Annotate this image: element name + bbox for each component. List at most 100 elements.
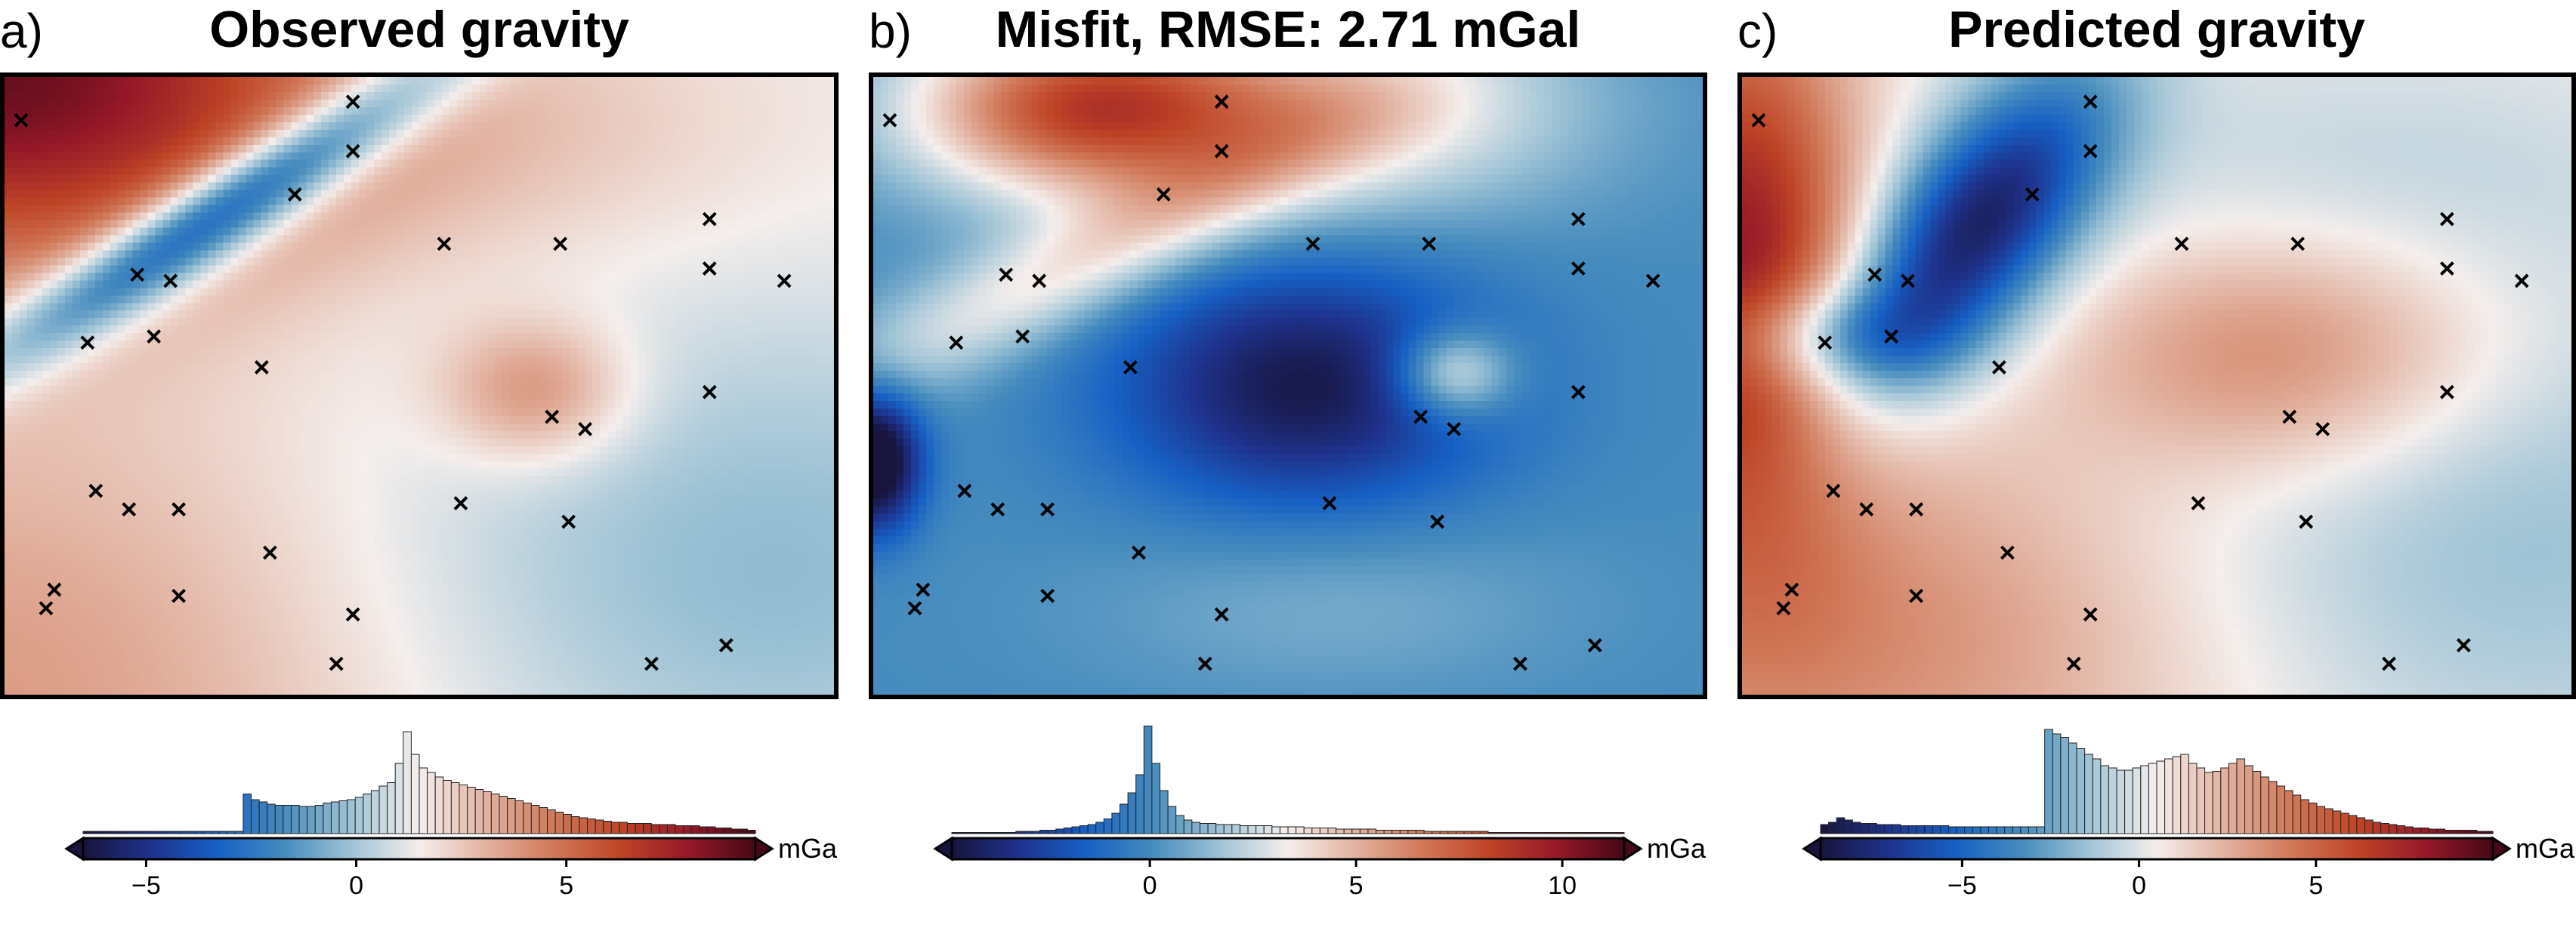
colorbar-segment [2395,838,2401,859]
colorbar-segment [1422,838,1427,859]
colorbar-histogram: 0 5 10 mGal [869,710,1707,928]
colorbar-segment [1291,838,1296,859]
histogram-bar [1055,828,1064,834]
colorbar-segment [281,838,286,859]
colorbar-segment [2242,838,2247,859]
colorbar-segment [1519,838,1524,859]
histogram-bar [1828,822,1837,834]
colorbar-segment [1079,838,1083,859]
colorbar-segment [2056,838,2061,859]
colorbar-segment [2485,838,2490,859]
colorbar-segment [725,838,730,859]
histogram-bar [1608,832,1617,834]
colorbar-segment [329,838,335,859]
histogram-bar [1303,828,1313,834]
colorbar-segment [1108,838,1113,859]
colorbar-segment [247,838,252,859]
histogram-bar [2116,769,2126,834]
station-marker [88,483,103,498]
histogram-bar [1351,828,1361,834]
colorbar-segment [168,838,174,859]
colorbar-segment [2422,838,2426,859]
station-marker [1867,267,1883,282]
histogram-bar [999,832,1008,834]
colorbar-extend-triangle [754,836,774,862]
colorbar-segment [176,838,181,859]
histogram-bar [1980,826,1989,834]
colorbar-segment [1861,838,1867,859]
histogram-bar [1407,830,1417,834]
histogram-bar [1495,832,1505,834]
histogram-bar [378,785,388,834]
histogram-bar [2468,830,2478,834]
histogram-bar [1472,831,1481,834]
colorbar-segment [669,838,675,859]
histogram-bar [1535,832,1545,834]
panel-letter: b) [869,4,912,58]
colorbar-segment [2186,838,2191,859]
colorbar-segment [1041,838,1046,859]
colorbar-segment [397,838,402,859]
station-marker [777,273,792,288]
colorbar-segment [292,838,297,859]
colorbar-segment [1419,838,1423,859]
colorbar-segment [1448,838,1453,859]
colorbar-segment [1172,838,1177,859]
colorbar-segment [2309,838,2315,859]
histogram-bar [2052,733,2062,834]
histogram-bar [242,794,252,834]
histogram-bar [547,809,556,834]
colorbar-segment [2280,838,2284,859]
colorbar-segment [1317,838,1323,859]
colorbar-segment [344,838,349,859]
colorbar-segment [314,838,320,859]
colorbar-segment [1996,838,2001,859]
colorbar-segment [2093,838,2098,859]
histogram-bar [1327,828,1337,834]
colorbar-segment [2164,838,2169,859]
histogram-bar [178,831,188,834]
colorbar-segment [430,838,435,859]
histogram-bar [347,799,356,834]
station-marker [345,143,360,159]
station-marker [2315,421,2330,436]
colorbar-segment [2403,838,2408,859]
colorbar-segment [1902,838,1907,859]
colorbar-segment [2205,838,2210,859]
colorbar-segment [2355,838,2359,859]
colorbar-segment [486,838,491,859]
colorbar-segment [1235,838,1240,859]
colorbar-segment [404,838,409,859]
colorbar-segment [2127,838,2132,859]
colorbar-segment [635,838,641,859]
histogram-bar [2212,771,2222,834]
colorbar-segment [2071,838,2076,859]
colorbar-segment [441,838,446,859]
histogram-bar [91,831,100,834]
station-marker [1032,273,1047,288]
histogram-bar [1416,830,1425,834]
colorbar-segment [520,838,525,859]
colorbar-segment [1586,838,1592,859]
colorbar-segment [1538,838,1543,859]
histogram-bar [1087,824,1097,834]
colorbar-segment [606,838,610,859]
colorbar-segment [1955,838,1960,859]
colorbar-segment [1295,838,1300,859]
colorbar-segment [195,838,200,859]
colorbar-segment [684,838,689,859]
colorbar-tick-label: 10 [1548,871,1577,900]
colorbar-segment [1590,838,1595,859]
colorbar-segment [1869,838,1874,859]
colorbar-segment [1243,838,1248,859]
colorbar-segment [83,838,88,859]
colorbar-segment [1913,838,1919,859]
station-marker [2083,94,2098,109]
colorbar-segment [1598,838,1603,859]
histogram-bar [227,831,236,834]
colorbar-segment [2414,838,2419,859]
colorbar-segment [1568,838,1573,859]
colorbar-segment [172,838,178,859]
colorbar-segment [1854,838,1859,859]
colorbar-segment [2291,838,2296,859]
